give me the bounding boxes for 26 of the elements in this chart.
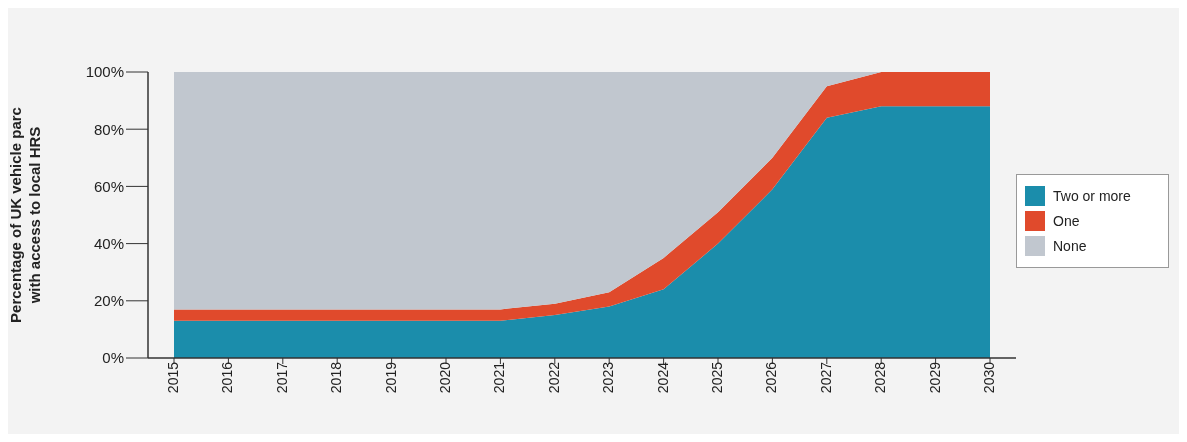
- x-tick-label: 2015: [164, 361, 181, 394]
- x-tick-label: 2022: [545, 361, 562, 394]
- legend-label: None: [1053, 238, 1087, 254]
- y-tick-label: 0%: [102, 349, 124, 367]
- legend-label: Two or more: [1053, 188, 1131, 204]
- x-tick-label: 2018: [328, 361, 345, 394]
- y-tick-label: 20%: [93, 292, 124, 310]
- x-tick-label: 2024: [654, 361, 671, 394]
- x-tick-label: 2021: [491, 361, 508, 394]
- x-tick-label: 2030: [980, 361, 997, 394]
- y-tick-label: 100%: [85, 63, 124, 81]
- x-tick-label: 2020: [436, 361, 453, 394]
- y-tick-label: 40%: [93, 234, 124, 252]
- x-tick-label: 2029: [926, 361, 943, 394]
- x-tick-label: 2023: [600, 361, 617, 394]
- x-tick-label: 2017: [273, 361, 290, 394]
- x-tick-label: 2028: [872, 361, 889, 394]
- y-axis-title: Percentage of UK vehicle parc with access to local HRS: [7, 107, 43, 323]
- y-tick-label: 80%: [93, 120, 124, 138]
- x-tick-label: 2026: [763, 361, 780, 394]
- y-tick-label: 60%: [93, 177, 124, 195]
- x-tick-label: 2016: [219, 361, 236, 394]
- legend-label: One: [1053, 213, 1080, 229]
- x-tick-label: 2027: [817, 361, 834, 394]
- x-tick-label: 2019: [382, 361, 399, 394]
- x-tick-label: 2025: [708, 361, 725, 394]
